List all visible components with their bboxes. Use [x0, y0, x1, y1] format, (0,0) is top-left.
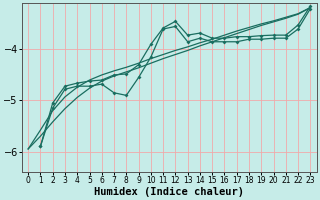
X-axis label: Humidex (Indice chaleur): Humidex (Indice chaleur)	[94, 186, 244, 197]
